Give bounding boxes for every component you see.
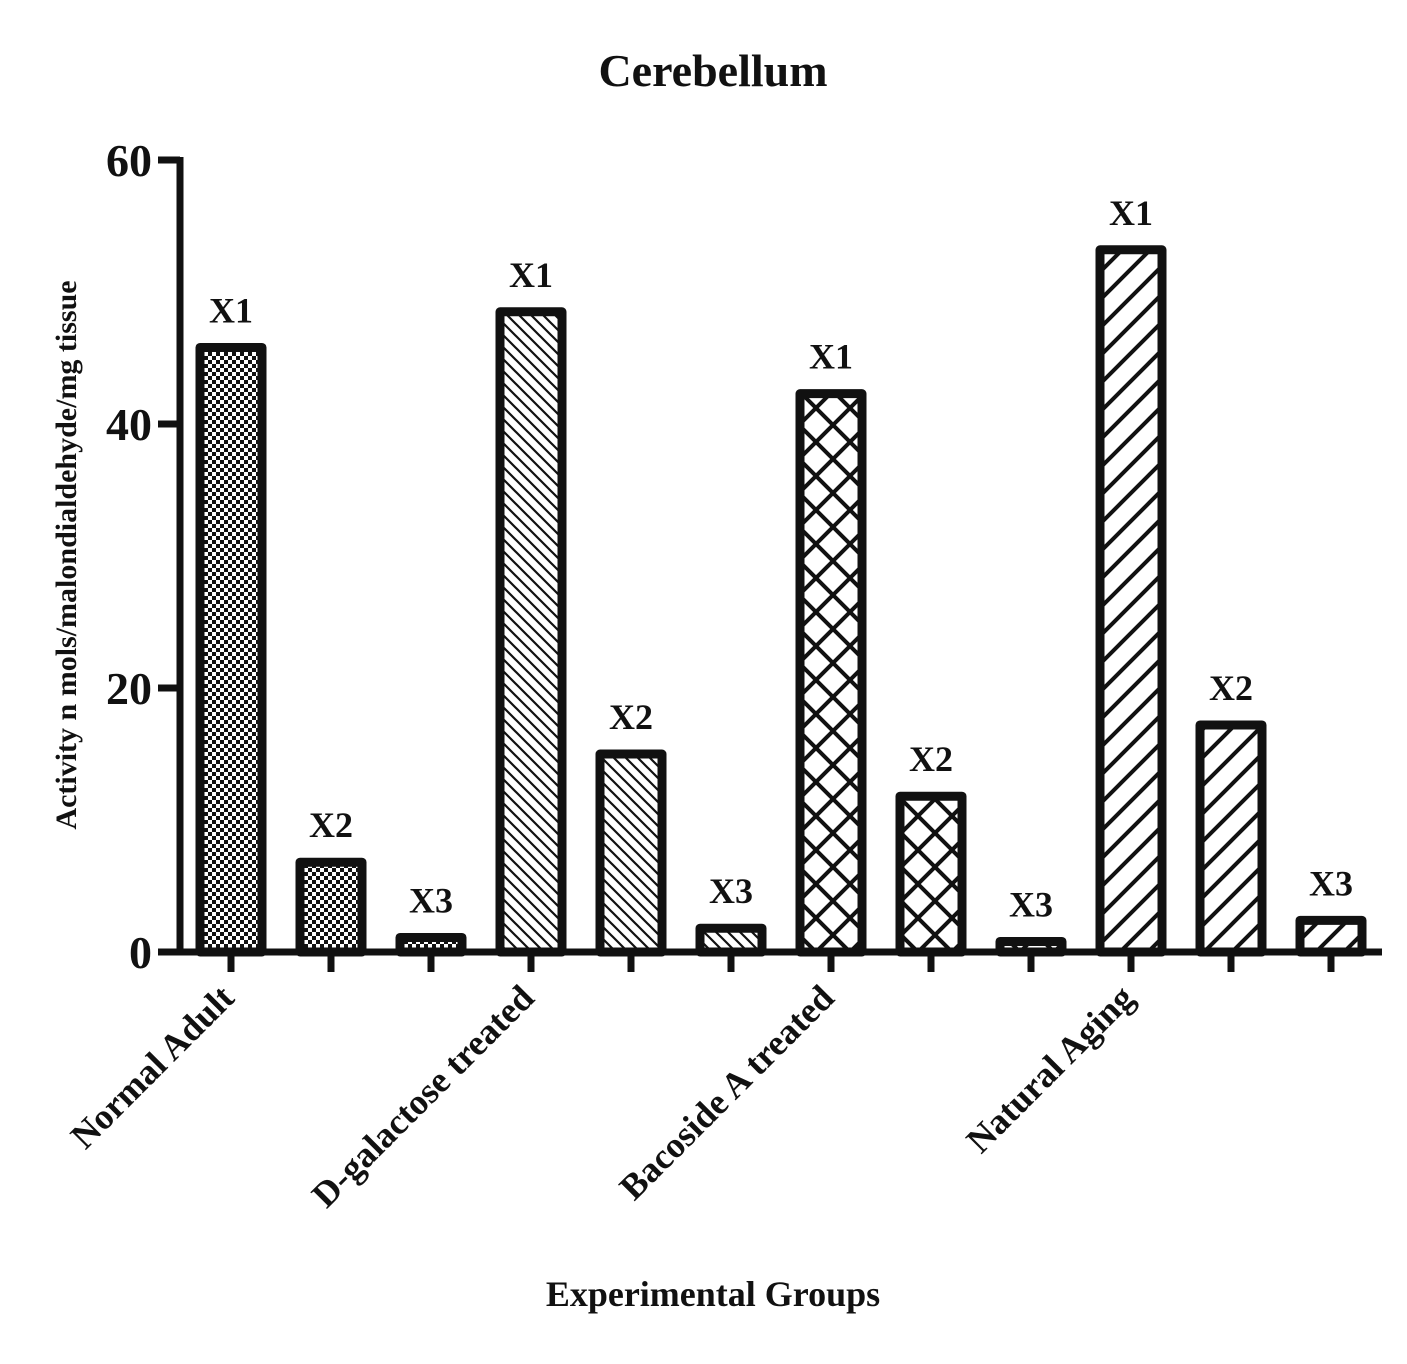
bar (595, 749, 667, 957)
category-label: Bacoside A treated (612, 977, 842, 1207)
bar (495, 307, 567, 957)
category-label: Normal Adult (63, 977, 242, 1156)
bar-data-label: X1 (509, 255, 553, 295)
bar-labels-layer: X1 X2 X3 X1 X2 X3 X1 X2 X3 X1 X2 X3 (209, 193, 1353, 925)
category-label: Natural Aging (958, 977, 1141, 1160)
bar (695, 923, 767, 957)
bar (795, 389, 867, 957)
bar (195, 342, 267, 957)
bar-data-label: X2 (909, 739, 953, 779)
y-tick-label: 0 (129, 927, 152, 978)
bar (295, 857, 367, 957)
bar-data-label: X2 (609, 697, 653, 737)
bar (1295, 915, 1367, 957)
bar (1195, 720, 1267, 957)
y-axis-label: Activity n mols/malondialdehyde/mg tissu… (50, 280, 83, 829)
bar-data-label: X2 (1209, 668, 1253, 708)
y-tick-label: 20 (106, 663, 152, 714)
x-axis-label: Experimental Groups (546, 1274, 880, 1314)
bar-data-label: X3 (1009, 884, 1053, 924)
bar-data-label: X3 (1309, 863, 1353, 903)
bar-data-label: X1 (209, 290, 253, 330)
category-labels-layer: Normal Adult D-galactose treated Bacoside … (63, 977, 1142, 1215)
bar (1095, 245, 1167, 957)
x-ticks-layer (227, 952, 1335, 972)
bar-data-label: X3 (709, 871, 753, 911)
bar-data-label: X3 (409, 880, 453, 920)
y-tick-label: 60 (106, 135, 152, 186)
y-ticks-layer: 0 20 40 60 (106, 135, 180, 978)
bar-data-label: X2 (309, 805, 353, 845)
bar-data-label: X1 (1109, 193, 1153, 233)
chart-title: Cerebellum (598, 45, 827, 96)
bar (895, 791, 967, 957)
category-label: D-galactose treated (304, 977, 542, 1215)
bar-data-label: X1 (809, 337, 853, 377)
y-tick-label: 40 (106, 399, 152, 450)
bars-layer (195, 245, 1367, 957)
